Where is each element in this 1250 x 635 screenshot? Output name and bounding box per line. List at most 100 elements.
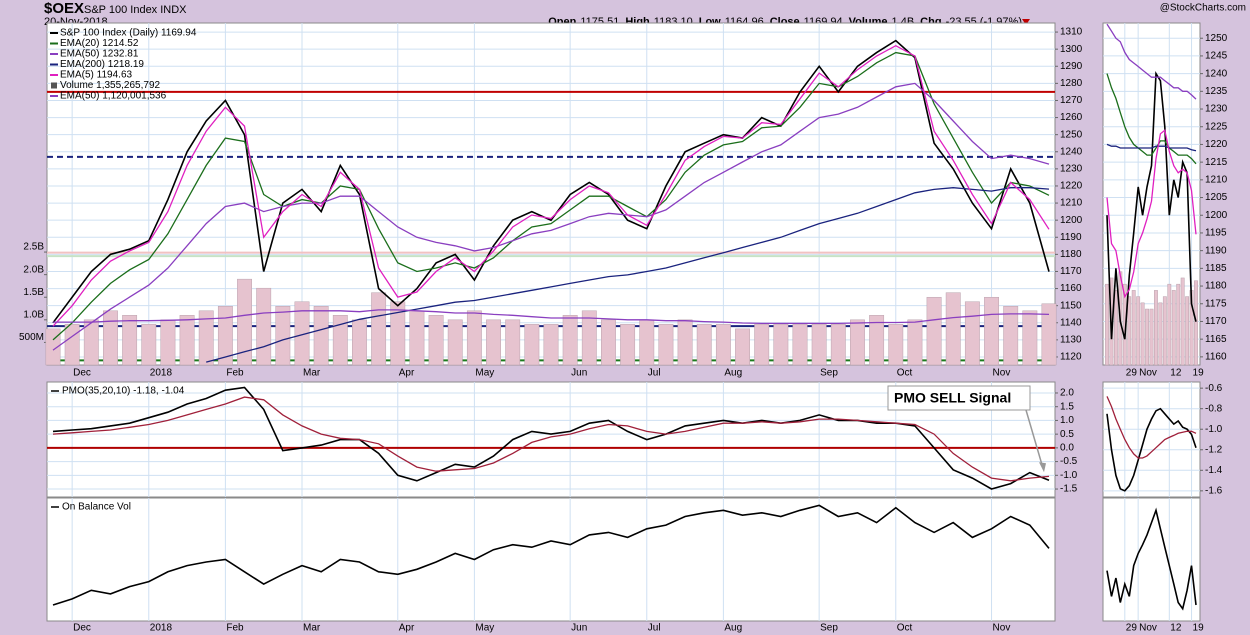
volume-bar (1167, 283, 1172, 366)
series-line (1106, 143, 1197, 152)
series-line (53, 309, 1050, 325)
y-tick-label: 1185 (1205, 263, 1227, 274)
volume-bar (1154, 290, 1158, 366)
y-tick-label: 1200 (1205, 210, 1228, 221)
x-tick-label: Nov (1139, 623, 1157, 634)
series-line (1106, 73, 1197, 165)
y-tick-label: 0.0 (1060, 443, 1074, 454)
x-tick-label: 12 (1170, 368, 1182, 379)
volume-bar (543, 324, 559, 366)
volume-bar (466, 310, 482, 366)
y-tick-label: 1245 (1205, 51, 1228, 62)
volume-bar (1171, 290, 1176, 366)
volume-bar (869, 315, 885, 366)
volume-bar (1162, 296, 1167, 366)
volume-bar (352, 319, 367, 366)
volume-bar (141, 324, 157, 366)
volume-bar (735, 328, 750, 366)
y-tick-label: 1240 (1205, 68, 1228, 79)
volume-bar (179, 315, 195, 366)
volume-bar (83, 319, 99, 366)
y-tick-label: 1225 (1205, 121, 1228, 132)
volume-bar (984, 296, 999, 366)
y-tick-label: -1.0 (1205, 424, 1223, 435)
y-tick-label: 2.0 (1060, 388, 1074, 399)
y-tick-label: -1.4 (1205, 465, 1223, 476)
y-tick-label: -1.5 (1060, 484, 1078, 495)
volume-bar (773, 324, 789, 366)
volume-bar (1127, 296, 1132, 366)
y-tick-label: -0.8 (1205, 403, 1223, 414)
x-tick-label: May (475, 623, 494, 634)
volume-bar (964, 301, 980, 366)
y-tick-label: 1230 (1060, 164, 1083, 175)
x-tick-label: Nov (1139, 368, 1157, 379)
x-tick-label: Nov (993, 368, 1011, 379)
y-tick-label: 1250 (1060, 129, 1083, 140)
x-tick-label: Jun (571, 368, 587, 379)
y2-tick-label: 2.5B (23, 242, 44, 253)
y-tick-label: 1190 (1205, 245, 1227, 256)
volume-bar (160, 319, 176, 366)
x-tick-label: Oct (897, 368, 913, 379)
series-line (52, 386, 1050, 490)
y-tick-label: 1160 (1205, 351, 1227, 362)
volume-bar (658, 324, 674, 366)
index-name: S&P 100 Index INDX (84, 4, 187, 16)
volume-bar (562, 315, 578, 366)
y-tick-label: 1210 (1060, 198, 1083, 209)
x-tick-label: 19 (1193, 623, 1205, 634)
y-tick-label: 1170 (1205, 316, 1227, 327)
y-tick-label: 1310 (1060, 27, 1083, 38)
series-line (206, 187, 1050, 363)
volume-bar (198, 310, 214, 366)
volume-bar (428, 315, 444, 366)
series-line (52, 51, 1050, 341)
volume-bar (907, 319, 923, 366)
volume-bar (103, 310, 118, 366)
x-tick-label: Jul (648, 623, 661, 634)
x-tick-label: Oct (897, 623, 913, 634)
y-tick-label: 1220 (1060, 181, 1083, 192)
y-tick-label: 1180 (1205, 281, 1227, 292)
series-line (1106, 407, 1197, 492)
y-tick-label: 1200 (1060, 215, 1083, 226)
y-tick-label: -1.2 (1205, 444, 1223, 455)
y-tick-label: 1300 (1060, 44, 1083, 55)
volume-bar (1145, 308, 1149, 366)
legend-label: EMA(50) 1232.81 (60, 49, 139, 60)
y-tick-label: 1.0 (1060, 415, 1074, 426)
y-tick-label: 1.5 (1060, 401, 1074, 412)
y-tick-label: 1290 (1060, 61, 1083, 72)
volume-bar (1176, 283, 1181, 366)
volume-bar (1113, 290, 1118, 366)
y-tick-label: 1270 (1060, 95, 1083, 106)
x-tick-label: Mar (303, 623, 321, 634)
series-line (52, 39, 1050, 324)
series-line (52, 504, 1050, 606)
volume-bar (850, 319, 865, 366)
plot-area (1102, 497, 1201, 622)
legend-label: S&P 100 Index (Daily) 1169.94 (60, 28, 197, 39)
panel-title: On Balance Vol (62, 502, 131, 513)
volume-bar (313, 306, 329, 366)
volume-bar (390, 301, 406, 366)
volume-bar (1149, 308, 1154, 366)
x-tick-label: 2018 (150, 623, 173, 634)
credit: @StockCharts.com (1160, 3, 1246, 14)
volume-bar (1041, 303, 1057, 366)
volume-bar (926, 296, 942, 366)
series-line (1106, 70, 1197, 340)
x-tick-label: 19 (1193, 368, 1205, 379)
volume-bar (1180, 277, 1185, 366)
panel-title: PMO(35,20,10) -1.18, -1.04 (62, 386, 185, 397)
y-tick-label: 1205 (1205, 192, 1228, 203)
y-tick-label: 1190 (1060, 232, 1082, 243)
x-tick-label: Apr (399, 368, 415, 379)
legend-label: EMA(20) 1214.52 (60, 38, 139, 49)
volume-bar (45, 328, 61, 366)
plot-area (46, 497, 1056, 622)
y2-tick-label: 1.5B (23, 287, 44, 298)
plot-area (46, 381, 1056, 498)
